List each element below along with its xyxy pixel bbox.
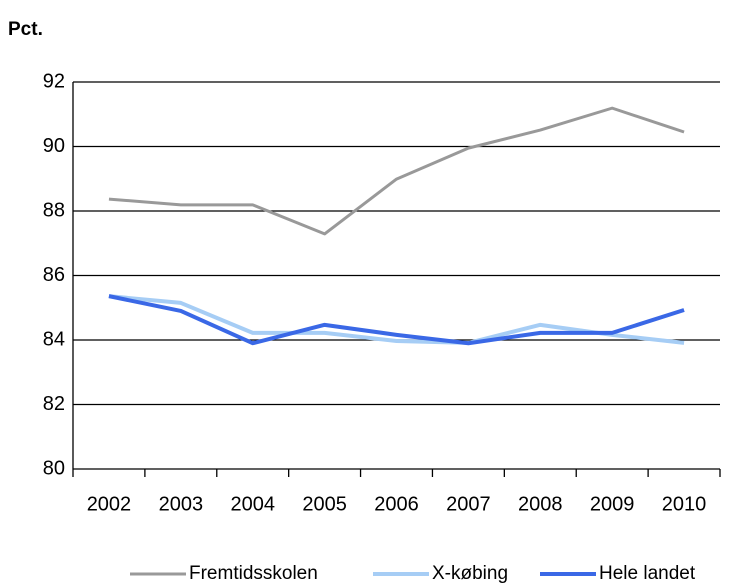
x-tick-label: 2004 — [230, 493, 275, 515]
x-tick-label: 2005 — [302, 493, 347, 515]
x-tick-label: 2003 — [159, 493, 204, 515]
series-line — [108, 294, 685, 346]
y-tick-label: 90 — [43, 135, 65, 157]
y-tick-label: 86 — [43, 264, 65, 286]
legend-label: X-købing — [432, 563, 508, 584]
legend-label: Hele landet — [599, 563, 696, 584]
y-tick-label: 82 — [43, 393, 65, 415]
x-tick-label: 2007 — [446, 493, 491, 515]
x-tick-label: 2008 — [518, 493, 563, 515]
y-tick-label: 92 — [43, 70, 65, 92]
legend-label: Fremtidsskolen — [189, 563, 318, 584]
series-line — [108, 106, 685, 236]
x-tick-label: 2006 — [374, 493, 419, 515]
y-tick-label: 84 — [43, 328, 65, 350]
y-tick-label: 88 — [43, 199, 65, 221]
x-tick-label: 2010 — [662, 493, 707, 515]
x-tick-label: 2002 — [87, 493, 132, 515]
x-tick-label: 2009 — [590, 493, 635, 515]
y-tick-label: 80 — [43, 457, 65, 479]
y-axis-label: Pct. — [8, 19, 43, 40]
